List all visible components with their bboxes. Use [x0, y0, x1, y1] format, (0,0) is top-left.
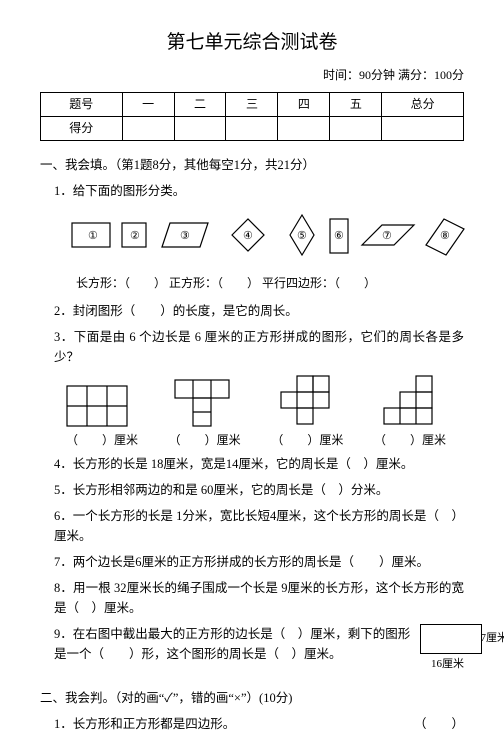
fig-label: （ ）厘米	[66, 431, 138, 450]
shape-num: ①	[88, 230, 98, 242]
q9: 9．在右图中截出最大的正方形的边长是（ ）厘米，剩下的图形 是一个（ ）形，这个…	[54, 624, 464, 664]
sec2-q1: 1．长方形和正方形都是四边形。 （ ）	[54, 714, 464, 734]
q5: 5．长方形相邻两边的和是 60厘米，它的周长是（ ）分米。	[54, 480, 464, 500]
shape-num: ⑥	[334, 230, 344, 242]
fig-c	[275, 375, 337, 429]
q7: 7．两个边长是6厘米的正方形拼成的长方形的周长是（ ）厘米。	[54, 552, 464, 572]
q8: 8．用一根 32厘米长的绳子围成一个长是 9厘米的长方形，这个长方形的宽是（ ）…	[54, 578, 464, 618]
fig-d	[376, 375, 446, 429]
q3-labels: （ ）厘米 （ ）厘米 （ ）厘米 （ ）厘米	[66, 431, 446, 450]
shapes-svg: ① ② ③ ④ ⑤ ⑥ ⑦ ⑧	[70, 211, 470, 261]
td	[382, 116, 464, 140]
fig-a	[66, 385, 132, 429]
q3: 3．下面是由 6 个边长是 6 厘米的正方形拼成的图形，它们的周长各是多少？	[54, 327, 464, 367]
shape-num: ⑧	[440, 230, 450, 242]
table-row: 题号 一 二 三 四 五 总分	[41, 92, 464, 116]
sec2-q1-blank: （ ）	[414, 714, 464, 734]
td	[122, 116, 174, 140]
score-table: 题号 一 二 三 四 五 总分 得分	[40, 92, 464, 141]
th: 一	[122, 92, 174, 116]
q2: 2．封闭图形（ ）的长度，是它的周长。	[54, 301, 464, 321]
page-title: 第七单元综合测试卷	[40, 28, 464, 58]
table-row: 得分	[41, 116, 464, 140]
q9-text-b: 是一个（ ）形，这个图形的周长是（ ）厘米。	[54, 647, 342, 661]
q9-height-label: 7厘米	[481, 630, 504, 648]
q3-figures	[66, 375, 446, 429]
q9-width-label: 16厘米	[431, 656, 464, 674]
shape-num: ④	[243, 230, 253, 242]
fig-label: （ ）厘米	[271, 431, 343, 450]
td	[174, 116, 226, 140]
shape-num: ⑤	[297, 230, 307, 242]
shape-num: ③	[180, 230, 190, 242]
q9-rectangle	[420, 624, 482, 654]
q4: 4．长方形的长是 18厘米，宽是14厘米，它的周长是（ ）厘米。	[54, 454, 464, 474]
th: 四	[278, 92, 330, 116]
q6: 6．一个长方形的长是 1分米，宽比长短4厘米，这个长方形的周长是（ ）厘米。	[54, 506, 464, 546]
shape-num: ②	[130, 230, 140, 242]
th: 二	[174, 92, 226, 116]
q1: 1．给下面的图形分类。	[54, 181, 464, 201]
section-2-heading: 二、我会判。（对的画“✓”，错的画“×”）(10分)	[40, 688, 464, 708]
section-1-heading: 一、我会填。（第1题8分，其他每空1分，共21分）	[40, 155, 464, 175]
th: 三	[226, 92, 278, 116]
q1-labels: 长方形：（ ） 正方形：（ ） 平行四边形：（ ）	[76, 274, 464, 293]
td: 得分	[41, 116, 123, 140]
td	[330, 116, 382, 140]
meta-info: 时间：90分钟 满分：100分	[40, 66, 464, 85]
shape-num: ⑦	[382, 230, 392, 242]
td	[278, 116, 330, 140]
td	[226, 116, 278, 140]
th: 题号	[41, 92, 123, 116]
fig-label: （ ）厘米	[374, 431, 446, 450]
q9-text-a: 9．在右图中截出最大的正方形的边长是（ ）厘米，剩下的图形	[54, 627, 410, 641]
sec2-q1-text: 1．长方形和正方形都是四边形。	[54, 714, 235, 734]
shapes-row: ① ② ③ ④ ⑤ ⑥ ⑦ ⑧	[70, 211, 464, 268]
th: 五	[330, 92, 382, 116]
fig-b	[171, 379, 237, 429]
fig-label: （ ）厘米	[169, 431, 241, 450]
th: 总分	[382, 92, 464, 116]
